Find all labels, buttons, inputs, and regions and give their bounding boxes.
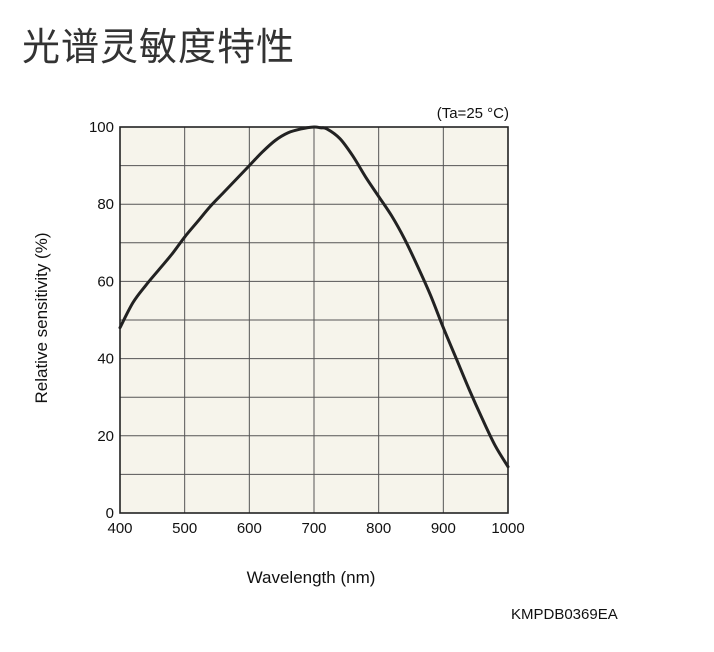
grid-lines bbox=[120, 127, 508, 513]
y-tick-label: 80 bbox=[97, 196, 114, 213]
y-tick-label: 60 bbox=[97, 273, 114, 290]
x-tick-label: 400 bbox=[107, 520, 132, 537]
page-title: 光谱灵敏度特性 bbox=[22, 25, 296, 69]
x-tick-label: 1000 bbox=[491, 520, 524, 537]
x-axis-title: Wavelength (nm) bbox=[247, 568, 376, 587]
y-tick-label: 20 bbox=[97, 428, 114, 445]
x-tick-label: 900 bbox=[431, 520, 456, 537]
y-tick-label: 0 bbox=[106, 505, 114, 522]
measurement-condition: (Ta=25 °C) bbox=[437, 105, 509, 122]
x-tick-label: 500 bbox=[172, 520, 197, 537]
document-code: KMPDB0369EA bbox=[511, 606, 618, 623]
x-tick-label: 700 bbox=[301, 520, 326, 537]
x-tick-label: 800 bbox=[366, 520, 391, 537]
x-tick-label: 600 bbox=[237, 520, 262, 537]
y-tick-label: 100 bbox=[89, 119, 114, 136]
x-tick-labels: 400 500 600 700 800 900 1000 bbox=[107, 520, 524, 537]
y-tick-label: 40 bbox=[97, 351, 114, 368]
y-tick-labels: 0 20 40 60 80 100 bbox=[89, 119, 114, 522]
y-axis-title: Relative sensitivity (%) bbox=[32, 233, 51, 404]
series-line-relative-sensitivity bbox=[118, 125, 510, 469]
